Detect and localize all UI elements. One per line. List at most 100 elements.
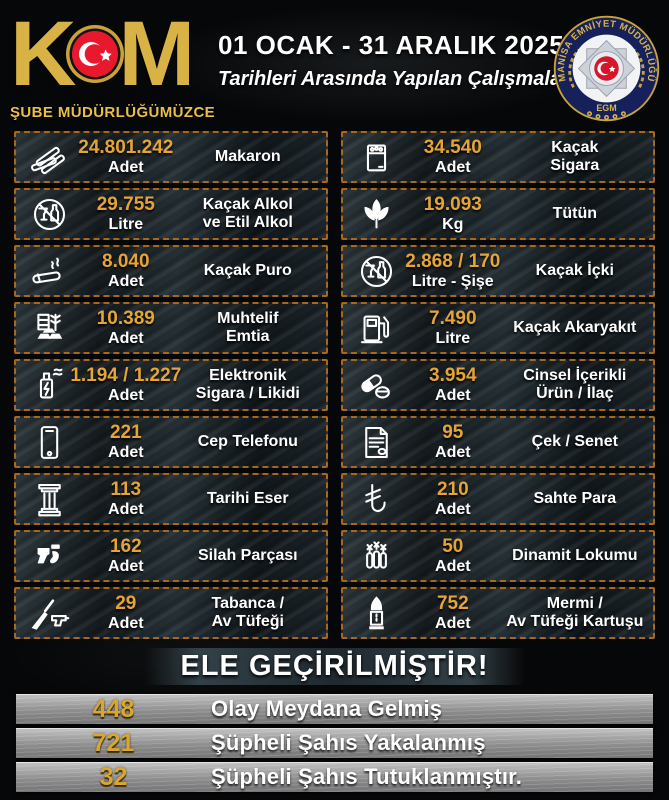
stat-numbers: 50 Adet (404, 537, 502, 575)
no-alcohol-icon (21, 194, 77, 235)
stat-value: 2.868 / 170 (405, 251, 501, 272)
dynamite-icon (348, 536, 404, 577)
stat-unit: Adet (435, 387, 471, 404)
gun-parts-icon (21, 536, 77, 577)
stat-tabanca-av-tufegi: 29 Adet Tabanca / Av Tüfeği (14, 587, 328, 639)
stat-label: Cinsel İçerikli Ürün / İlaç (523, 366, 627, 402)
stat-label: Makaron (214, 147, 281, 165)
stat-label: Tütün (552, 204, 597, 222)
stat-value: 210 (436, 479, 469, 500)
summary-value: 448 (92, 694, 135, 723)
stat-label: Elektronik Sigara / Likidi (195, 366, 300, 402)
column-icon (21, 479, 77, 520)
stat-unit: Kg (442, 216, 464, 233)
stat-sahte-para: 210 Adet Sahte Para (341, 473, 655, 525)
summary-label: Şüpheli Şahıs Tutuklanmıştır. (211, 764, 523, 789)
stat-value: 752 (436, 593, 469, 614)
stat-value: 221 (109, 422, 142, 443)
summary-label: Olay Meydana Gelmiş (211, 696, 443, 721)
summary-row-suspects-arrested: 32 Şüpheli Şahıs Tutuklanmıştır. (16, 762, 653, 792)
stat-unit: Litre (108, 216, 144, 233)
stat-numbers: 113 Adet (77, 480, 175, 518)
kom-logo: K M ŞUBE MÜDÜRLÜĞÜMÜZCE (10, 2, 218, 121)
cigar-icon (21, 251, 77, 292)
tobacco-leaves-icon (348, 194, 404, 235)
stat-label: Silah Parçası (197, 546, 298, 564)
stat-numbers: 7.490 Litre (404, 309, 502, 347)
stat-label: Kaçak Sigara (550, 138, 600, 174)
bullet-icon (348, 593, 404, 634)
fuel-pump-icon (348, 308, 404, 349)
stat-unit: Adet (108, 501, 144, 518)
summary-value: 32 (99, 762, 128, 791)
stat-value: 19.093 (423, 194, 482, 215)
stat-value: 7.490 (429, 308, 477, 329)
stat-elektronik-sigara: 1.194 / 1.227 Adet Elektronik Sigara / L… (14, 359, 328, 411)
stats-column-left: 24.801.242 Adet Makaron 29.755 Litre (14, 131, 328, 639)
stat-value: 50 (442, 536, 464, 557)
stat-unit: Adet (435, 444, 471, 461)
subtitle: Tarihleri Arasında Yapılan Çalışmalarda (218, 68, 593, 90)
summary-row-incidents: 448 Olay Meydana Gelmiş (16, 694, 653, 724)
stat-label: Tabanca / Av Tüfeği (211, 594, 285, 630)
stat-label: Kaçak Puro (203, 261, 292, 279)
stat-numbers: 210 Adet (404, 480, 502, 518)
stat-numbers: 34.540 Adet (404, 138, 502, 176)
stat-kacak-icki: 2.868 / 170 Litre - Şişe Kaçak İçki (341, 245, 655, 297)
stats-column-right: 34.540 Adet Kaçak Sigara 19.093 Kg (341, 131, 655, 639)
stat-numbers: 19.093 Kg (404, 195, 502, 233)
summary-label: Şüpheli Şahıs Yakalanmış (211, 730, 486, 755)
seized-banner: ELE GEÇİRİLMİŞTİR! (0, 648, 669, 688)
stat-numbers: 29 Adet (77, 594, 175, 632)
cigarette-pack-icon (348, 137, 404, 178)
stat-unit: Adet (108, 330, 144, 347)
stat-numbers: 2.868 / 170 Litre - Şişe (404, 252, 502, 290)
stat-label: Cep Telefonu (197, 432, 298, 450)
kom-letter-m: M (118, 2, 195, 105)
stat-cinsel-icerikli-urun: 3.954 Adet Cinsel İçerikli Ürün / İlaç (341, 359, 655, 411)
police-badge-icon: MANİSA EMNİYET MÜDÜRLÜĞÜ EGM (550, 12, 663, 125)
stat-label: Sahte Para (533, 489, 617, 507)
stat-numbers: 24.801.242 Adet (77, 138, 175, 176)
stat-cek-senet: 95 Adet Çek / Senet (341, 416, 655, 468)
stat-value: 95 (442, 422, 464, 443)
kom-logo-letters: K M (10, 2, 218, 105)
summary-row-suspects-caught: 721 Şüpheli Şahıs Yakalanmış (16, 728, 653, 758)
stat-label: Dinamit Lokumu (512, 546, 638, 564)
stat-value: 29.755 (96, 194, 155, 215)
stat-value: 10.389 (96, 308, 155, 329)
stat-label: Mermi / Av Tüfeği Kartuşu (506, 594, 644, 630)
stat-label: Çek / Senet (531, 432, 618, 450)
summary-bars: 448 Olay Meydana Gelmiş 721 Şüpheli Şahı… (0, 688, 669, 792)
stat-label: Tarihi Eser (207, 489, 289, 507)
e-cigarette-icon (21, 365, 77, 406)
stat-numbers: 162 Adet (77, 537, 175, 575)
rifle-pistol-icon (21, 593, 77, 634)
seized-banner-band: ELE GEÇİRİLMİŞTİR! (144, 648, 525, 685)
stat-unit: Adet (435, 501, 471, 518)
stat-unit: Adet (108, 615, 144, 632)
stat-numbers: 95 Adet (404, 423, 502, 461)
badge-center-text: EGM (596, 103, 616, 113)
stat-kacak-sigara: 34.540 Adet Kaçak Sigara (341, 131, 655, 183)
stat-numbers: 3.954 Adet (404, 366, 502, 404)
stat-cep-telefonu: 221 Adet Cep Telefonu (14, 416, 328, 468)
turkish-flag-icon (65, 24, 125, 84)
stat-unit: Adet (435, 159, 471, 176)
stat-value: 29 (115, 593, 137, 614)
stat-numbers: 1.194 / 1.227 Adet (70, 366, 181, 404)
logo-subtitle: ŞUBE MÜDÜRLÜĞÜMÜZCE (10, 104, 216, 121)
kom-letter-k: K (10, 2, 76, 105)
stat-tarihi-eser: 113 Adet Tarihi Eser (14, 473, 328, 525)
cigarettes-icon (21, 137, 77, 178)
turkish-lira-icon (348, 479, 404, 520)
stat-unit: Adet (108, 444, 144, 461)
stat-kacak-akaryakit: 7.490 Litre Kaçak Akaryakıt (341, 302, 655, 354)
stat-mermi-kartusu: 752 Adet Mermi / Av Tüfeği Kartuşu (341, 587, 655, 639)
document-icon (348, 422, 404, 463)
stat-value: 162 (109, 536, 142, 557)
stat-value: 1.194 / 1.227 (70, 365, 182, 386)
stat-muhtelif-emtia: 10.389 Adet Muhtelif Emtia (14, 302, 328, 354)
stat-unit: Adet (108, 159, 144, 176)
